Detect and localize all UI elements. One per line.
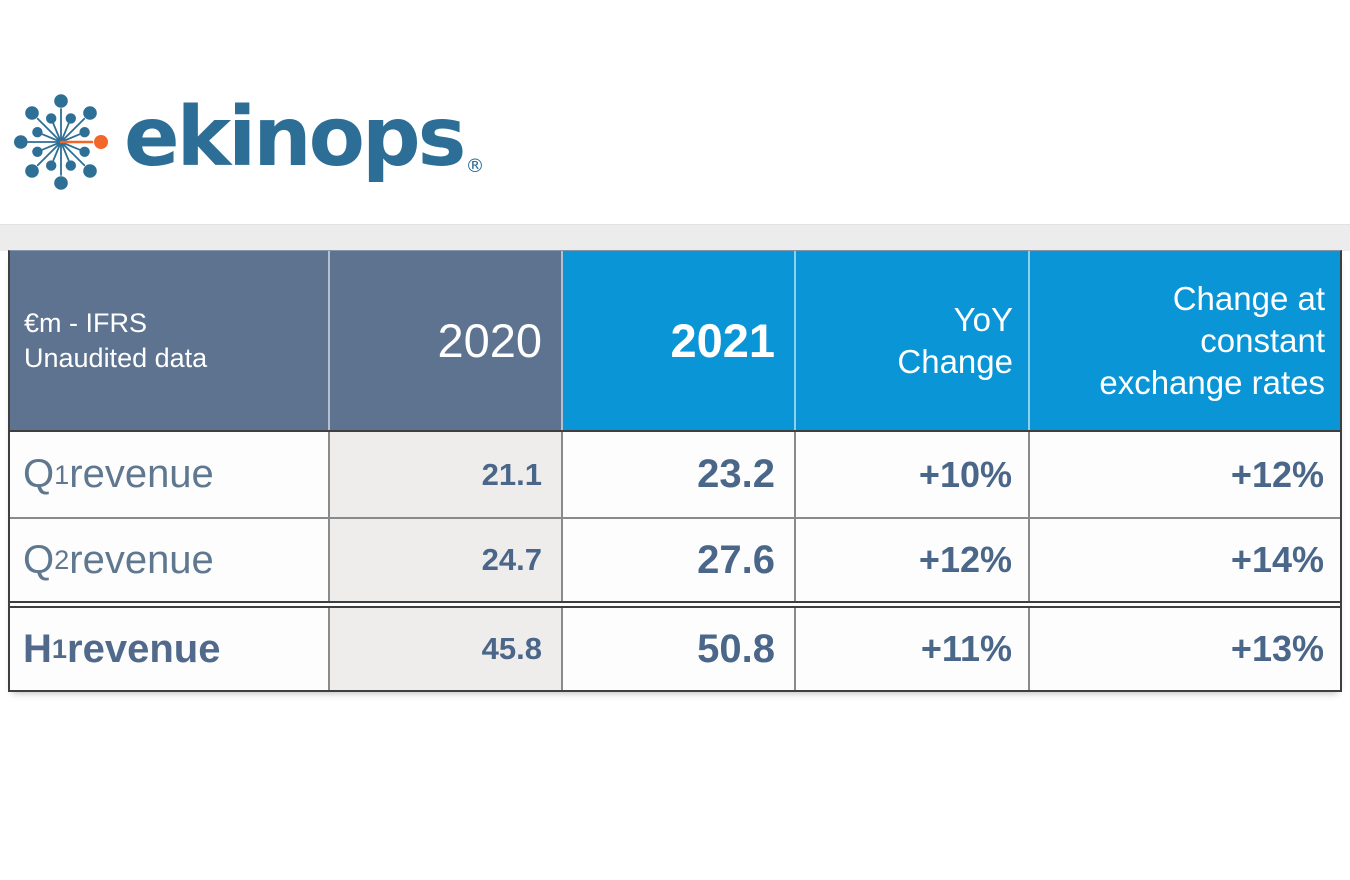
value-2020: 24.7: [330, 519, 563, 601]
revenue-table: €m - IFRS Unaudited data 2020 2021 YoY C…: [8, 250, 1342, 692]
header-metric-label: €m - IFRS Unaudited data: [10, 251, 330, 430]
ekinops-starburst-icon: [14, 94, 108, 190]
value-2020: 45.8: [330, 608, 563, 690]
orange-dot: [94, 135, 108, 149]
value-yoy-change: +12%: [796, 519, 1030, 601]
divider-band: [0, 224, 1350, 251]
table-header-row: €m - IFRS Unaudited data 2020 2021 YoY C…: [10, 251, 1340, 432]
header-col-2021: 2021: [563, 251, 796, 430]
header-col-2020: 2020: [330, 251, 563, 430]
registered-mark: ®: [465, 155, 485, 177]
header-col-constant-fx: Change at constant exchange rates: [1030, 251, 1340, 430]
value-yoy-change: +10%: [796, 432, 1030, 517]
brand-wordmark: ekinops ®: [124, 90, 484, 186]
value-2021: 50.8: [563, 608, 796, 690]
brand-name: ekinops: [124, 90, 466, 185]
value-yoy-change: +11%: [796, 608, 1030, 690]
value-2020: 21.1: [330, 432, 563, 517]
row-divider-double-line: [10, 601, 1340, 608]
value-2021: 23.2: [563, 432, 796, 517]
value-constant-fx: +14%: [1230, 539, 1324, 580]
ekinops-logo: ekinops ®: [14, 88, 484, 192]
value-2021: 27.6: [563, 519, 796, 601]
value-constant-fx: +13%: [1230, 628, 1324, 669]
value-constant-fx: +12%: [1230, 453, 1324, 495]
header-col-yoy-change: YoY Change: [796, 251, 1030, 430]
